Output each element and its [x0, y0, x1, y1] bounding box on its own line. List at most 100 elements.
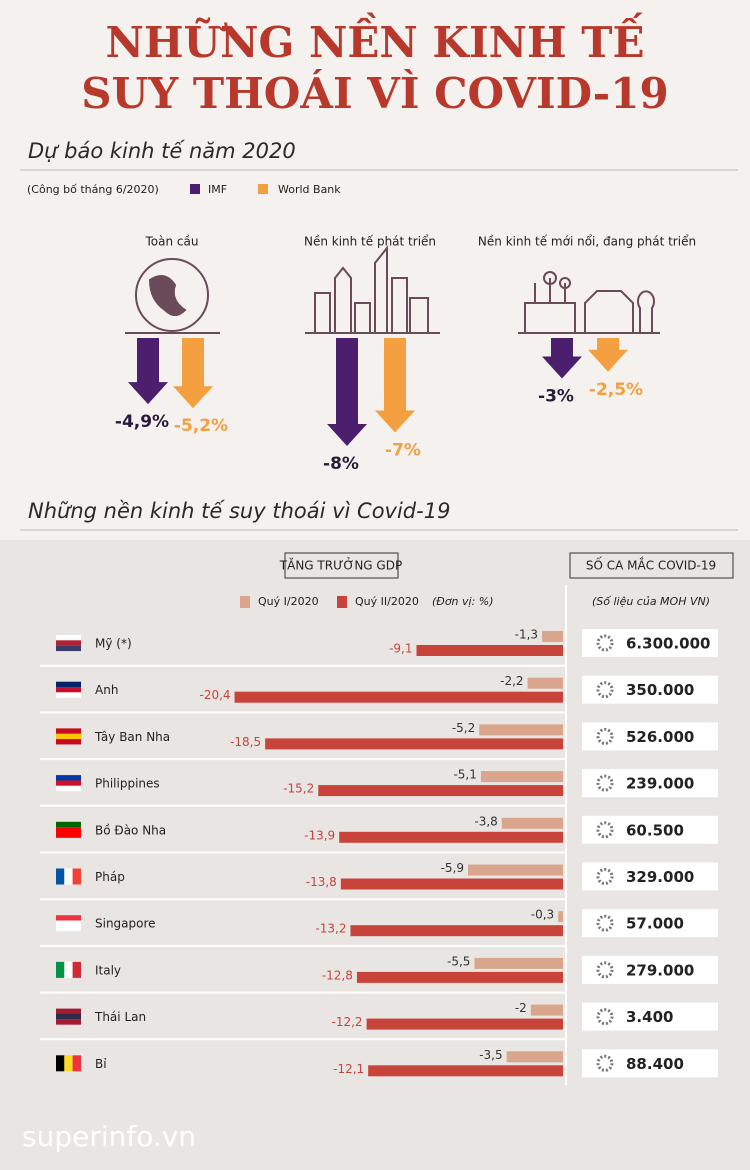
bar-label: -5,5: [447, 954, 470, 968]
bar-label: -12,8: [322, 968, 353, 982]
legend-label: Quý II/2020: [355, 595, 419, 608]
bar: [506, 1051, 563, 1063]
subtitle: TĂNG TRƯỞNG GDP: [279, 557, 402, 573]
forecast-arrow: [128, 338, 168, 405]
bar-label: -18,5: [230, 735, 261, 749]
case-box: [582, 722, 718, 751]
case-count: 526.000: [626, 728, 694, 746]
bar-label: -12,2: [332, 1015, 363, 1029]
forecast-label: -4,9%: [115, 412, 169, 432]
bar: [474, 957, 563, 969]
flag: [64, 961, 73, 978]
legend-label: World Bank: [278, 183, 341, 196]
flag: [72, 868, 81, 885]
forecast-arrow: [375, 338, 415, 433]
country-label: Bỉ: [95, 1057, 107, 1071]
bar: [340, 878, 563, 890]
flag: [56, 780, 81, 786]
bar-label: -1,3: [515, 628, 538, 642]
bar-label: -3,8: [474, 814, 497, 828]
country-label: Pháp: [95, 870, 125, 884]
country-label: Anh: [95, 683, 118, 697]
flag: [56, 925, 81, 932]
bar-label: -0,3: [531, 908, 554, 922]
bar-label: -12,1: [333, 1062, 364, 1076]
bar: [501, 817, 563, 829]
bar-label: -2,2: [500, 674, 523, 688]
flag: [56, 1019, 81, 1025]
flag: [56, 687, 81, 693]
unit-note: (Đơn vị: %): [432, 595, 494, 608]
group-label: Toàn cầu: [145, 235, 199, 249]
virus-icon: [596, 821, 614, 839]
virus-icon: [596, 868, 614, 885]
group-label: Nền kinh tế phát triển: [304, 235, 436, 249]
case-count: 6.300.000: [626, 635, 710, 653]
flag: [64, 1055, 73, 1072]
flag: [56, 635, 81, 641]
legend-swatch: [190, 184, 200, 194]
bar: [318, 785, 563, 797]
bar: [234, 691, 563, 703]
flag: [56, 692, 81, 698]
bar-label: -15,2: [283, 782, 314, 796]
bar-label: -3,5: [479, 1048, 502, 1062]
virus-icon: [596, 774, 614, 792]
case-box: [582, 769, 718, 798]
forecast-label: -3%: [538, 387, 574, 407]
flag: [56, 775, 81, 781]
forecast-label: -7%: [385, 441, 421, 461]
case-box: [582, 675, 718, 704]
bar-label: -2: [515, 1001, 527, 1015]
flag: [56, 728, 81, 734]
bar-label: -9,1: [389, 642, 412, 656]
flag: [56, 681, 81, 688]
bar: [416, 645, 563, 656]
bar: [558, 911, 563, 923]
forecast-label: -8%: [323, 454, 359, 474]
icons: [125, 245, 660, 334]
flag: [56, 645, 81, 652]
footer-site: superinfo.vn: [22, 1120, 196, 1153]
flag: [56, 821, 81, 828]
bar: [542, 631, 563, 642]
case-box: [582, 862, 718, 891]
flag: [56, 920, 81, 926]
flag: [56, 733, 81, 740]
forecast-label: -2,5%: [589, 380, 643, 400]
bar: [527, 677, 563, 689]
bar: [479, 724, 563, 736]
cases-title: SỐ CA MẮC COVID-19: [586, 557, 716, 573]
case-box: [582, 955, 718, 984]
virus-icon: [596, 681, 614, 699]
bar: [368, 1065, 563, 1077]
bar: [265, 738, 563, 750]
bar: [356, 971, 563, 983]
country-label: Thái Lan: [94, 1010, 146, 1024]
country-label: Bồ Đào Nha: [95, 823, 166, 837]
flag: [56, 915, 81, 921]
case-count: 279.000: [626, 961, 694, 979]
bar: [366, 1018, 563, 1030]
flag: [56, 640, 81, 646]
cases-note: (Số liệu của MOH VN): [592, 595, 710, 608]
country-label: Mỹ (*): [95, 637, 132, 651]
flag: [64, 868, 73, 885]
flag: [56, 961, 65, 978]
bar-label: -20,4: [199, 688, 230, 702]
bar: [350, 925, 563, 937]
forecast-arrow: [588, 338, 628, 372]
title-line: NHỮNG NỀN KINH TẾ: [105, 11, 644, 67]
legend-swatch: [240, 596, 250, 608]
forecast-arrow: [327, 338, 367, 446]
flag: [56, 832, 81, 838]
title-line: SUY THOÁI VÌ COVID-19: [81, 68, 668, 118]
case-box: [582, 1002, 718, 1031]
bar-label: -13,8: [306, 875, 337, 889]
virus-icon: [596, 634, 614, 652]
case-count: 239.000: [626, 775, 694, 793]
case-count: 329.000: [626, 868, 694, 886]
flag: [56, 1008, 81, 1014]
legend-label: IMF: [208, 183, 227, 196]
